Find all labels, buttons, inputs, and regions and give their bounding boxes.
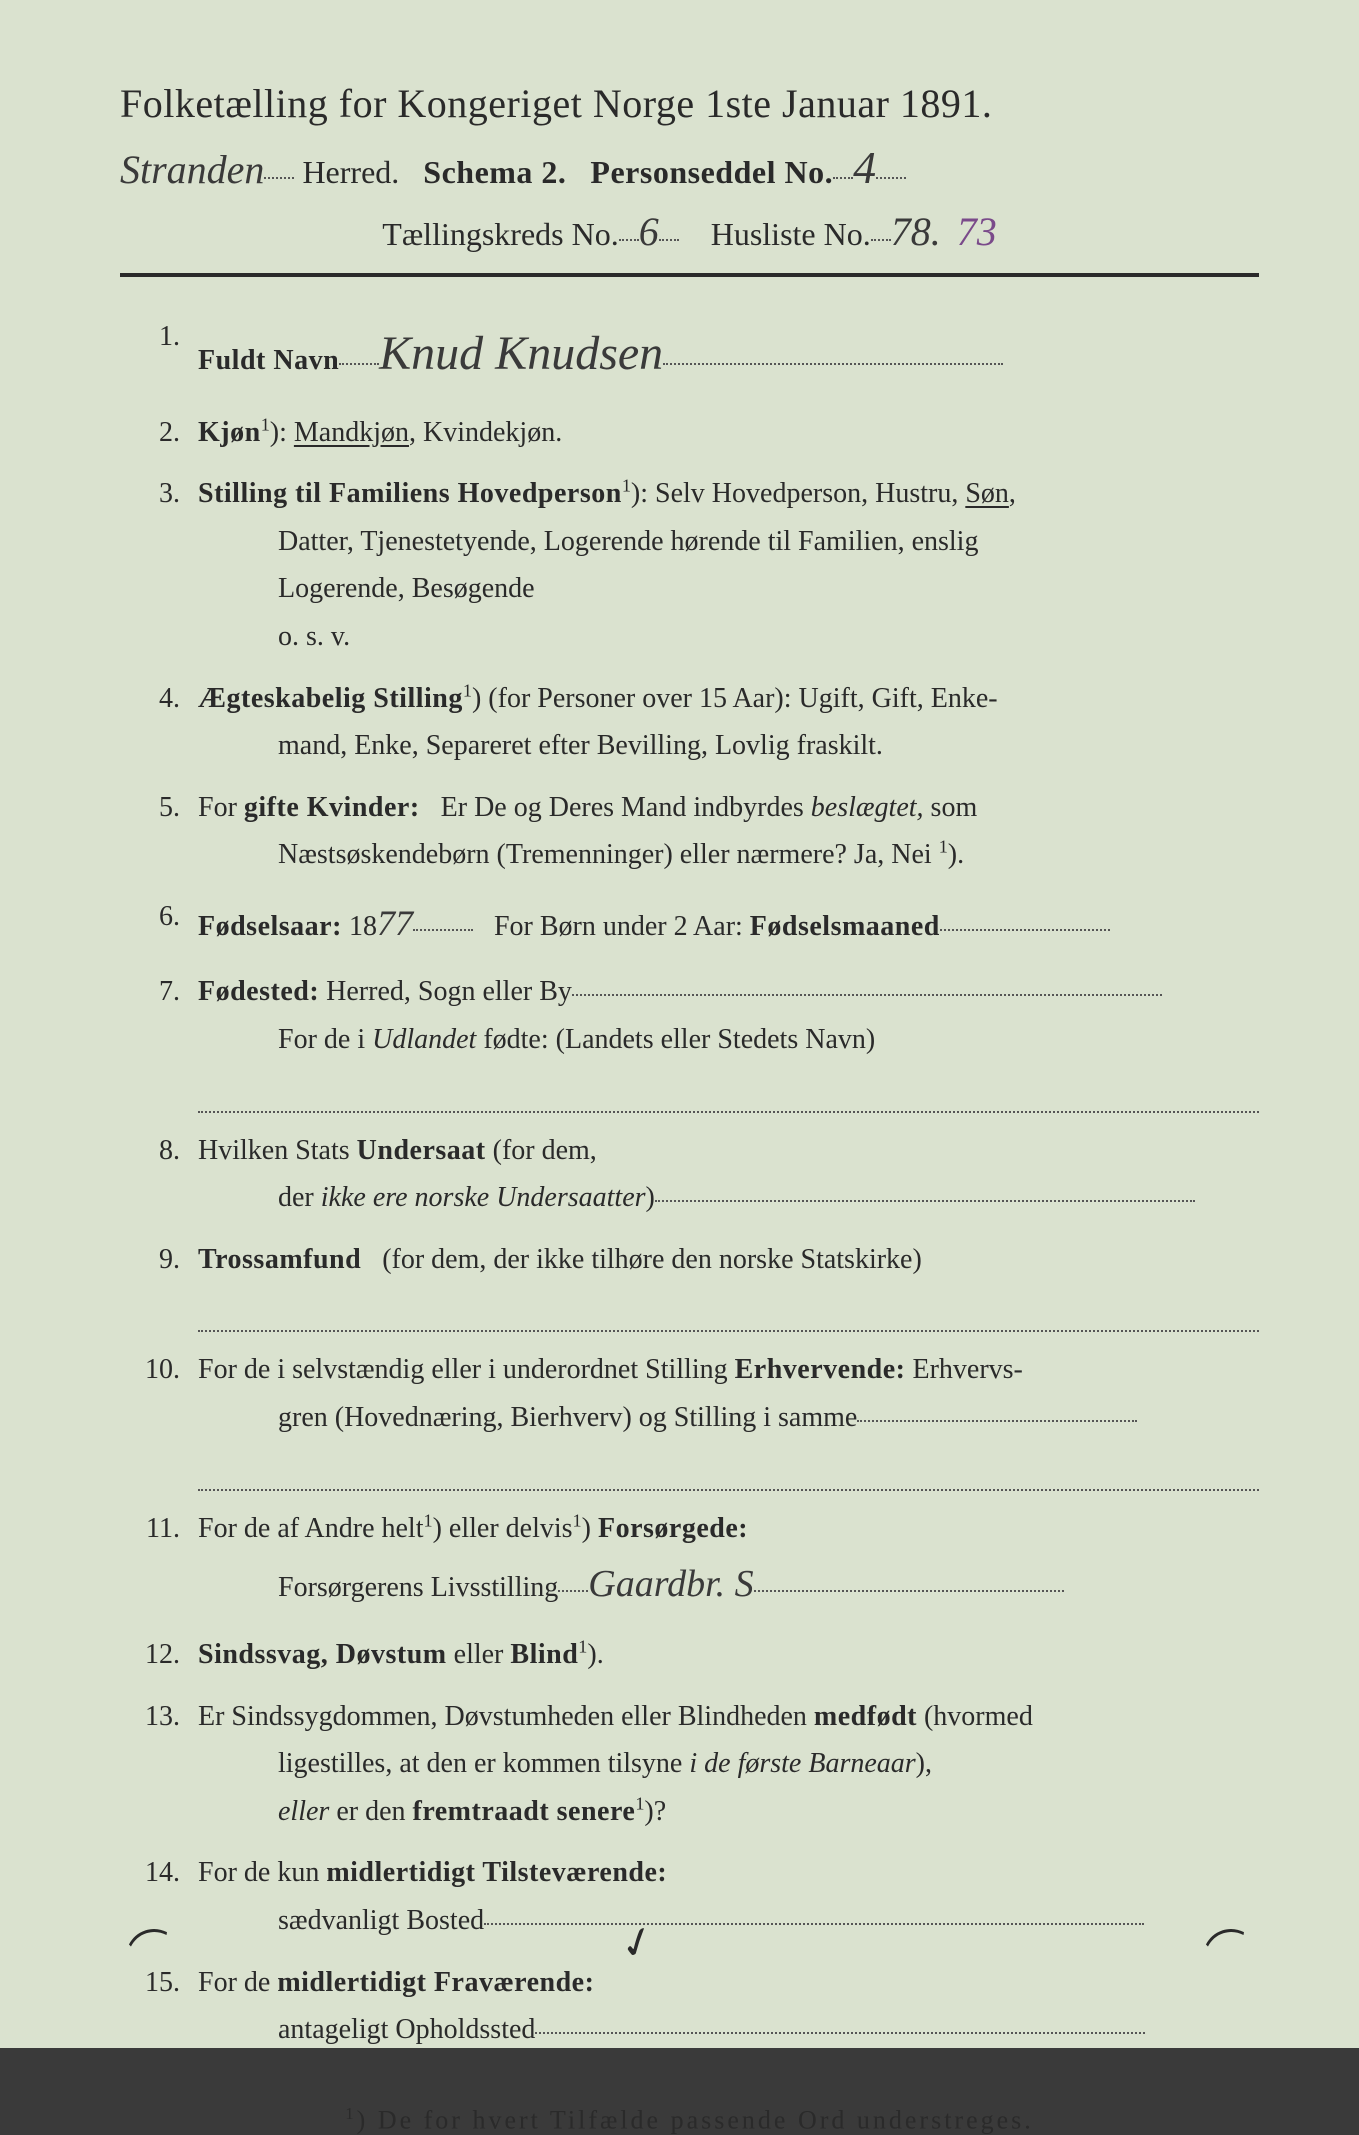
tilstede-label: midlertidigt Tilsteværende: (326, 1857, 667, 1888)
gifte-kvinder-label: gifte Kvinder: (244, 792, 420, 823)
sindssvag-label: Sindssvag, Døvstum (198, 1639, 447, 1670)
trossamfund-label: Trossamfund (198, 1244, 361, 1275)
header-line-2: Stranden Herred. Schema 2. Personseddel … (120, 141, 1259, 194)
item-7: 7. Fødested: Herred, Sogn eller By For d… (120, 968, 1259, 1112)
item-3: 3. Stilling til Familiens Hovedperson1):… (120, 470, 1259, 660)
stilling-selected: Søn (965, 478, 1009, 509)
personseddel-label: Personseddel No. (590, 154, 833, 190)
dotline (198, 1291, 1259, 1332)
fodested-label: Fødested: (198, 976, 319, 1007)
item-12: 12. Sindssvag, Døvstum eller Blind1). (120, 1631, 1259, 1679)
schema-label: Schema 2. (423, 154, 566, 190)
personseddel-no-hw: 4 (853, 142, 876, 193)
header-rule (120, 273, 1259, 277)
dotline (198, 1450, 1259, 1491)
item-9: 9. Trossamfund (for dem, der ikke tilhør… (120, 1236, 1259, 1333)
fravaerende-label: midlertidigt Fraværende: (277, 1967, 594, 1998)
medfodt-label: medfødt (814, 1701, 917, 1732)
form-title: Folketælling for Kongeriget Norge 1ste J… (120, 80, 1259, 127)
herred-handwritten: Stranden (120, 147, 264, 192)
fuldt-navn-label: Fuldt Navn (198, 345, 339, 376)
item-1: 1. Fuldt NavnKnud Knudsen (120, 313, 1259, 395)
form-header: Folketælling for Kongeriget Norge 1ste J… (120, 80, 1259, 277)
kreds-label: Tællingskreds No. (382, 216, 618, 252)
item-10: 10. For de i selvstændig eller i underor… (120, 1346, 1259, 1490)
census-form-page: Folketælling for Kongeriget Norge 1ste J… (0, 0, 1359, 2048)
kjon-value: Mandkjøn, Kvindekjøn. (294, 417, 562, 448)
form-items: 1. Fuldt NavnKnud Knudsen 2. Kjøn1): Man… (120, 313, 1259, 2054)
stilling-label: Stilling til Familiens Hovedperson (198, 478, 622, 509)
kreds-no-hw: 6 (639, 209, 659, 254)
item-4: 4. Ægteskabelig Stilling1) (for Personer… (120, 675, 1259, 770)
item-15: 15. For de midlertidigt Fraværende: anta… (120, 1959, 1259, 2054)
fodselsaar-label: Fødselsaar: (198, 911, 342, 942)
item-5: 5. For gifte Kvinder: Er De og Deres Man… (120, 784, 1259, 879)
forsorger-hw: Gaardbr. S (588, 1563, 753, 1605)
erhvervende-label: Erhvervende: (735, 1354, 906, 1385)
forsorgede-label: Forsørgede: (598, 1513, 748, 1544)
kjon-label: Kjøn (198, 417, 261, 448)
header-line-3: Tællingskreds No. 6 Husliste No. 78. 73 (120, 208, 1259, 255)
item-8: 8. Hvilken Stats Undersaat (for dem, der… (120, 1127, 1259, 1222)
aegteskab-label: Ægteskabelig Stilling (198, 683, 463, 714)
item-6: 6. Fødselsaar: 1877 For Børn under 2 Aar… (120, 893, 1259, 954)
undersaat-label: Undersaat (357, 1135, 486, 1166)
herred-label: Herred. (302, 154, 399, 190)
husliste-no-hw-correction: 73 (957, 209, 997, 254)
fodselsaar-hw: 77 (377, 903, 413, 943)
fuldt-navn-hw: Knud Knudsen (379, 327, 663, 380)
dotline (198, 1071, 1259, 1112)
fodselsmaaned-label: Fødselsmaaned (750, 911, 940, 942)
husliste-label: Husliste No. (711, 216, 871, 252)
footnote: 1) De for hvert Tilfælde passende Ord un… (120, 2104, 1259, 2135)
item-2: 2. Kjøn1): Mandkjøn, Kvindekjøn. (120, 409, 1259, 457)
husliste-no-hw: 78. (891, 209, 941, 254)
item-13: 13. Er Sindssygdommen, Døvstumheden elle… (120, 1693, 1259, 1836)
item-14: 14. For de kun midlertidigt Tilsteværend… (120, 1849, 1259, 1944)
item-11: 11. For de af Andre helt1) eller delvis1… (120, 1505, 1259, 1617)
